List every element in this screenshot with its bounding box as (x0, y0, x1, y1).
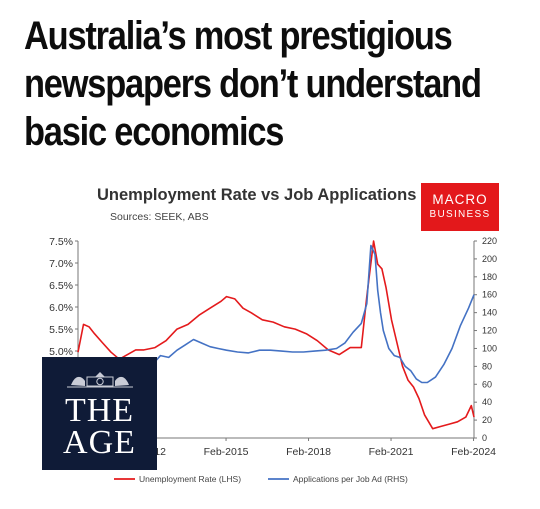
macro-logo-line-2: BUSINESS (429, 209, 491, 220)
rhs-tick-label: 80 (482, 361, 492, 371)
legend-label-unemployment: Unemployment Rate (LHS) (139, 474, 241, 484)
headline-line-2: newspapers don’t understand (24, 62, 482, 106)
lhs-tick-label: 7.0% (49, 258, 73, 270)
lhs-tick-label: 5.0% (49, 346, 73, 358)
lhs-tick-label: 6.0% (49, 302, 73, 314)
rhs-tick-label: 0 (482, 433, 487, 443)
age-logo-word-1: THE (64, 392, 135, 429)
x-tick-label: Feb-2015 (204, 446, 249, 458)
x-tick-label: Feb-2018 (286, 446, 331, 458)
the-age-logo: THE AGE (42, 357, 157, 470)
chart-sources: Sources: SEEK, ABS (110, 211, 209, 223)
macro-logo-line-1: MACRO (432, 192, 488, 207)
rhs-tick-label: 20 (482, 415, 492, 425)
lhs-tick-label: 5.5% (49, 324, 73, 336)
unemployment-series-line (77, 240, 475, 430)
x-tick-label: Feb-2021 (369, 446, 414, 458)
headline: Australia’s most prestigious newspapers … (24, 12, 482, 156)
age-logo-word-2: AGE (63, 424, 136, 461)
chart-panel: Unemployment Rate vs Job Applications So… (40, 178, 518, 494)
rhs-tick-label: 40 (482, 397, 492, 407)
crest-icon (66, 372, 133, 388)
x-tick-label: Feb-2024 (451, 446, 496, 458)
rhs-tick-label: 120 (482, 326, 497, 336)
headline-line-3: basic economics (24, 110, 284, 154)
lhs-tick-label: 7.5% (49, 236, 73, 248)
rhs-tick-label: 160 (482, 290, 497, 300)
lhs-tick-label: 6.5% (49, 280, 73, 292)
rhs-tick-label: 180 (482, 272, 497, 282)
headline-line-1: Australia’s most prestigious (24, 14, 453, 58)
rhs-tick-label: 200 (482, 254, 497, 264)
rhs-tick-label: 60 (482, 379, 492, 389)
rhs-tick-label: 100 (482, 343, 497, 353)
legend-label-applications: Applications per Job Ad (RHS) (293, 474, 408, 484)
rhs-tick-label: 140 (482, 308, 497, 318)
chart-title: Unemployment Rate vs Job Applications (97, 186, 417, 204)
rhs-tick-label: 220 (482, 236, 497, 246)
macro-business-logo: MACRO BUSINESS (421, 183, 499, 231)
